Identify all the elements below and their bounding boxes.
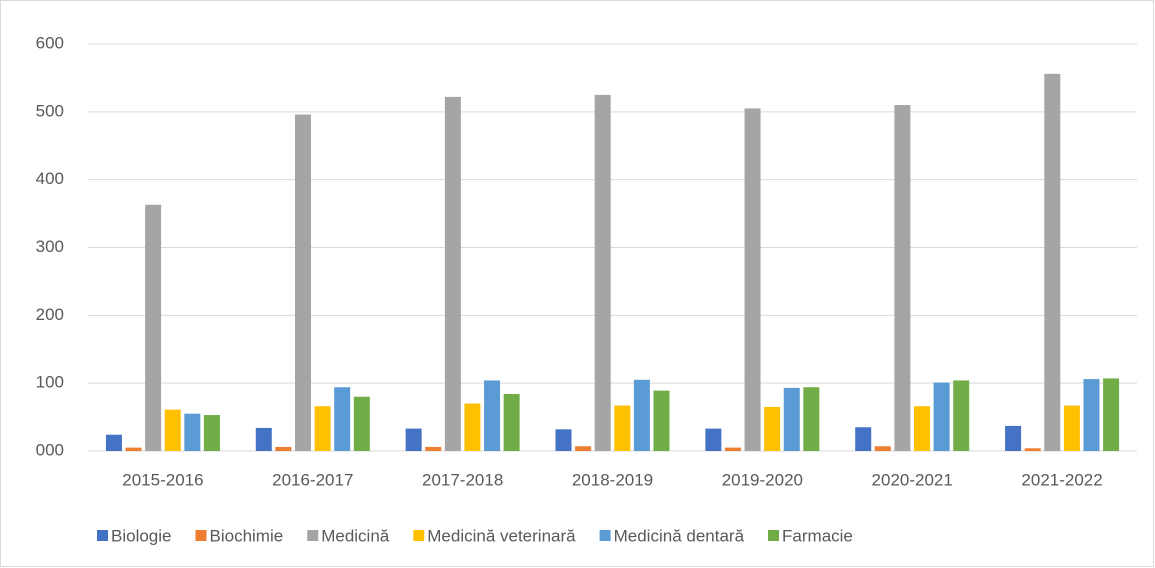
bar	[724, 447, 741, 451]
x-tick-label: 2018-2019	[572, 470, 653, 489]
bar	[764, 406, 781, 451]
bar	[1083, 379, 1100, 451]
bar	[125, 447, 142, 451]
legend-swatch	[97, 530, 108, 541]
legend-label: Biochimie	[210, 526, 284, 545]
y-tick-label: 400	[36, 169, 64, 188]
bar	[255, 427, 272, 451]
legend-swatch	[195, 530, 207, 541]
bar	[614, 405, 631, 451]
bar	[444, 96, 461, 451]
bar	[1063, 405, 1080, 451]
x-tick-label: 2020-2021	[872, 470, 953, 489]
x-tick-label: 2015-2016	[122, 470, 203, 489]
bar	[594, 94, 611, 451]
bar	[555, 429, 572, 451]
bar	[803, 387, 820, 451]
bar	[1103, 378, 1120, 451]
bar	[503, 394, 520, 451]
bar	[484, 380, 501, 451]
legend-swatch	[307, 530, 319, 541]
y-tick-label: 200	[36, 305, 64, 324]
bar	[933, 382, 950, 451]
legend-swatch	[413, 530, 425, 541]
bar	[914, 406, 931, 451]
bar	[874, 446, 891, 451]
legend-label: Farmacie	[782, 526, 853, 545]
x-tick-label: 2019-2020	[722, 470, 803, 489]
bar	[405, 428, 422, 451]
y-tick-label: 100	[36, 373, 64, 392]
bar	[353, 396, 370, 451]
bar	[953, 380, 970, 451]
bar	[1005, 425, 1022, 451]
y-tick-label: 300	[36, 237, 64, 256]
bar	[744, 108, 761, 452]
x-tick-label: 2016-2017	[272, 470, 353, 489]
bar	[425, 446, 442, 451]
legend-label: Medicină veterinară	[427, 526, 576, 545]
legend-swatch	[599, 530, 611, 541]
bar	[1024, 448, 1041, 451]
bar	[855, 427, 872, 451]
x-tick-label: 2021-2022	[1021, 470, 1102, 489]
bar	[275, 446, 292, 451]
bar	[633, 379, 650, 451]
bar	[464, 403, 481, 451]
legend-swatch	[768, 530, 780, 541]
bar	[653, 390, 670, 451]
bar	[314, 406, 331, 451]
y-tick-label: 600	[36, 33, 64, 52]
bar	[145, 204, 162, 451]
bar	[294, 114, 311, 452]
legend-label: Biologie	[111, 526, 172, 545]
bar	[334, 387, 351, 451]
bar	[1044, 73, 1061, 451]
bar	[105, 434, 122, 451]
bar	[783, 387, 800, 451]
bar	[164, 409, 181, 451]
bar	[184, 413, 201, 451]
bar	[705, 428, 722, 451]
legend-label: Medicină	[321, 526, 390, 545]
bar	[575, 446, 592, 451]
y-tick-label: 000	[36, 440, 64, 459]
x-tick-label: 2017-2018	[422, 470, 503, 489]
y-tick-label: 500	[36, 101, 64, 120]
bar	[203, 415, 220, 451]
legend-label: Medicină dentară	[614, 526, 745, 545]
bar	[894, 105, 911, 452]
